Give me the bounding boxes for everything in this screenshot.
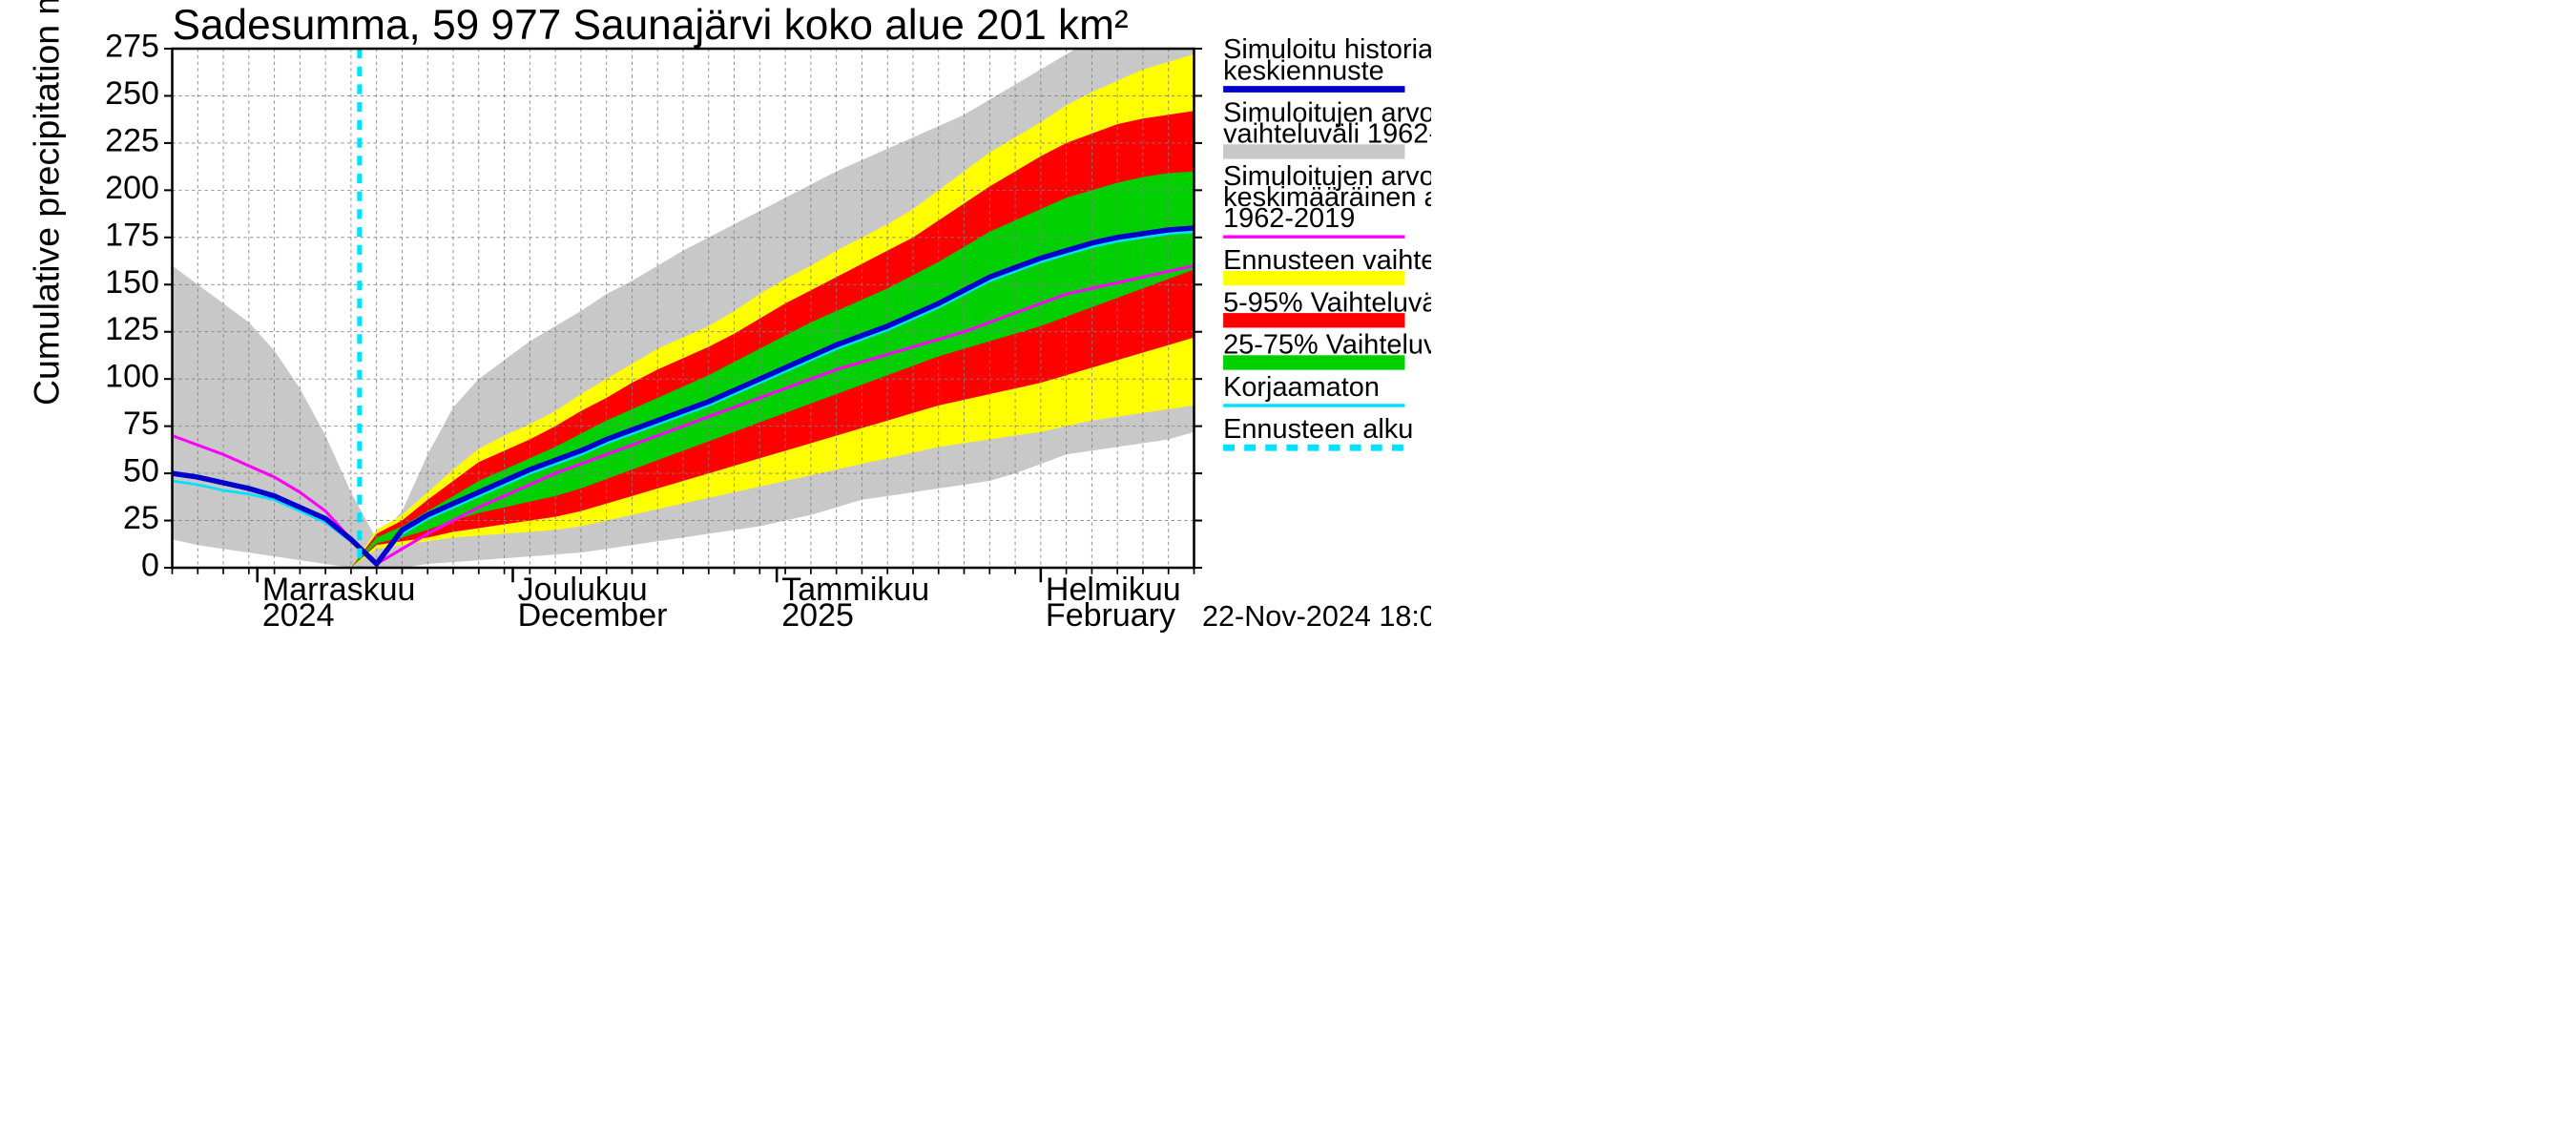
svg-text:50: 50: [123, 453, 159, 489]
svg-text:175: 175: [105, 217, 159, 253]
chart-svg: 0255075100125150175200225250275Marraskuu…: [0, 0, 1431, 649]
svg-text:125: 125: [105, 311, 159, 347]
svg-text:2024: 2024: [262, 597, 335, 634]
svg-text:250: 250: [105, 75, 159, 112]
precipitation-chart: 0255075100125150175200225250275Marraskuu…: [0, 0, 1431, 649]
legend-swatch: [1223, 355, 1404, 369]
svg-text:75: 75: [123, 406, 159, 442]
svg-text:Sadesumma, 59 977 Saunajärvi k: Sadesumma, 59 977 Saunajärvi koko alue 2…: [172, 2, 1128, 49]
legend-swatch: [1223, 271, 1404, 285]
svg-text:Ennusteen alku: Ennusteen alku: [1223, 414, 1413, 445]
legend-swatch: [1223, 313, 1404, 327]
svg-text:100: 100: [105, 359, 159, 395]
svg-text:200: 200: [105, 170, 159, 206]
svg-text:25: 25: [123, 500, 159, 536]
svg-text:225: 225: [105, 122, 159, 158]
svg-text:February: February: [1046, 597, 1175, 634]
svg-text:December: December: [518, 597, 668, 634]
svg-text:22-Nov-2024 18:08 WSFS-O: 22-Nov-2024 18:08 WSFS-O: [1202, 600, 1431, 633]
svg-text:2025: 2025: [781, 597, 854, 634]
legend-swatch: [1223, 144, 1404, 158]
svg-text:Cumulative precipitation mm: Cumulative precipitation mm: [26, 0, 66, 406]
svg-text:Korjaamaton: Korjaamaton: [1223, 372, 1380, 403]
svg-text:0: 0: [141, 548, 159, 584]
svg-text:1962-2019: 1962-2019: [1223, 203, 1355, 234]
svg-text:keskiennuste: keskiennuste: [1223, 55, 1384, 86]
svg-text:275: 275: [105, 28, 159, 64]
svg-text:150: 150: [105, 264, 159, 301]
